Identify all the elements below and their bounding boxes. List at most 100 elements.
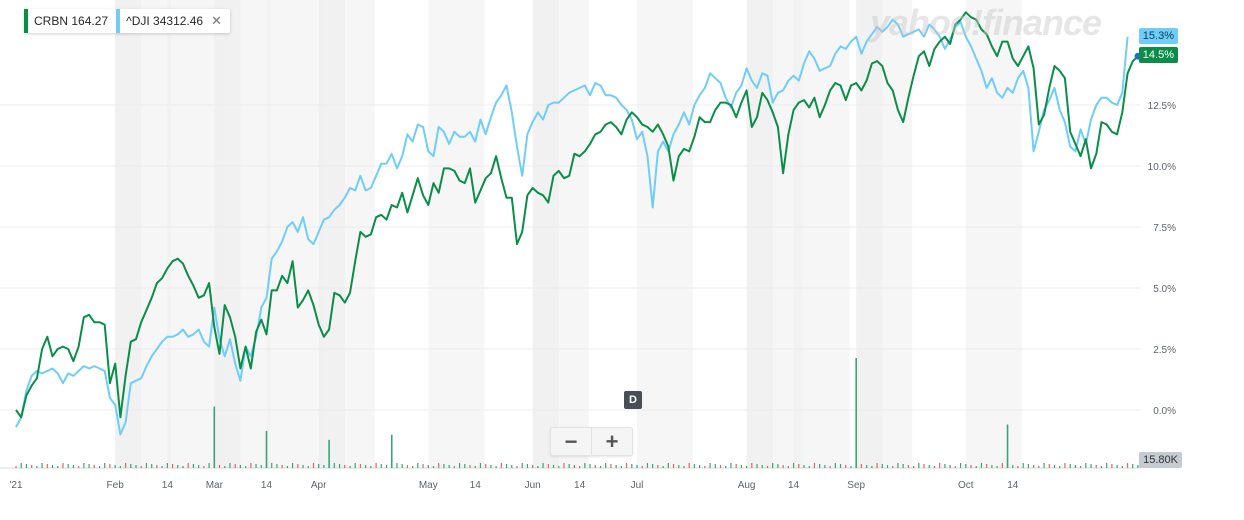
volume-bar <box>584 463 586 468</box>
volume-bar <box>652 464 654 468</box>
volume-bar <box>224 466 226 468</box>
volume-bar <box>245 466 247 468</box>
volume-bar <box>881 464 883 468</box>
volume-bar <box>385 465 388 468</box>
volume-bar <box>970 465 972 468</box>
x-tick-label: Sep <box>847 480 865 491</box>
volume-bar <box>1022 463 1024 468</box>
x-axis: '21 Feb 14 Mar 14 Apr May 14 Jun 14 Jul Aug 14 Sep Oct… <box>9 480 1018 491</box>
volume-bar <box>323 465 325 468</box>
volume-bar <box>469 465 471 468</box>
volume-bar <box>1033 465 1035 468</box>
zoom-in-button[interactable]: + <box>591 428 632 455</box>
volume-bar <box>766 466 769 468</box>
volume-bar <box>1100 466 1103 468</box>
volume-bar <box>537 466 539 468</box>
volume-bar <box>688 463 690 468</box>
volume-bar <box>318 464 320 468</box>
volume-bar <box>547 464 549 468</box>
volume-bar <box>746 466 748 468</box>
volume-bar <box>83 463 85 468</box>
volume-bar <box>1106 463 1108 468</box>
volume-bar <box>438 463 440 468</box>
volume-bar <box>505 464 508 468</box>
volume-bar <box>286 466 288 468</box>
series-line-crbn <box>15 11 1139 419</box>
x-tick-label: 14 <box>470 480 482 491</box>
volume-bar <box>813 463 816 468</box>
volume-bar <box>959 463 962 468</box>
volume-max-tag: 15.80K <box>1139 452 1182 468</box>
volume-bar <box>923 464 925 468</box>
week-band <box>318 0 375 468</box>
x-tick-label: Feb <box>107 480 125 491</box>
volume-bar <box>458 463 461 468</box>
volume-bar <box>250 463 252 468</box>
volume-bar <box>589 464 591 468</box>
volume-bar <box>615 465 617 468</box>
volume-bar <box>1043 463 1045 468</box>
volume-bar <box>370 466 372 468</box>
volume-bar <box>130 464 132 468</box>
dividend-marker[interactable]: D <box>624 391 642 409</box>
volume-bar <box>1053 465 1056 468</box>
volume-bar <box>166 463 168 468</box>
volume-bar <box>876 463 878 468</box>
volume-bar <box>573 465 575 468</box>
volume-bar <box>307 466 309 468</box>
volume-bar <box>866 465 868 468</box>
volume-bar <box>31 465 33 468</box>
volume-bar <box>41 463 43 468</box>
volume-bar <box>558 466 560 468</box>
volume-bar <box>756 464 758 468</box>
volume-bar <box>699 465 701 468</box>
legend-item-crbn[interactable]: CRBN 164.27 <box>24 9 116 33</box>
volume-bar <box>234 464 236 468</box>
volume-bar <box>1027 464 1030 468</box>
volume-bar <box>871 466 873 468</box>
y-tick-label: 5.0% <box>1153 284 1176 295</box>
volume-bar <box>605 463 607 468</box>
x-tick-label: Apr <box>311 480 327 491</box>
legend: CRBN 164.27 ^DJI 34312.46 ✕ <box>24 9 231 33</box>
volume-bar <box>819 464 821 468</box>
volume-bar <box>777 464 779 468</box>
x-tick-label: May <box>419 480 438 491</box>
volume-bar <box>474 466 476 468</box>
volume-bar <box>380 464 382 468</box>
volume-bar <box>302 465 304 468</box>
volume-bar <box>735 464 737 468</box>
y-axis: 0.0% 2.5% 5.0% 7.5% 10.0% 12.5% <box>1148 101 1176 417</box>
volume-spike <box>390 434 393 468</box>
volume-bar <box>119 466 121 468</box>
volume-bar <box>1121 466 1123 468</box>
volume-bar <box>448 465 450 468</box>
volume-spike <box>265 430 268 468</box>
zoom-out-button[interactable]: − <box>564 428 578 454</box>
volume-bar <box>344 465 346 468</box>
close-icon[interactable]: ✕ <box>211 13 223 28</box>
volume-bar <box>1048 464 1050 468</box>
volume-bar <box>354 463 356 468</box>
week-band <box>637 0 694 468</box>
x-tick-label: '21 <box>9 480 22 491</box>
legend-symbol: CRBN <box>34 14 69 28</box>
volume-bar <box>1095 465 1097 468</box>
x-tick-label: Jun <box>525 480 541 491</box>
volume-bar <box>297 464 299 468</box>
volume-bar <box>808 466 810 468</box>
volume-bar <box>709 463 711 468</box>
legend-symbol: ^DJI <box>126 14 150 28</box>
volume-bar <box>662 466 664 468</box>
volume-bar <box>740 465 742 468</box>
volume-bar <box>1126 463 1129 468</box>
volume-bar <box>1074 465 1076 468</box>
volume-bar <box>151 464 153 468</box>
volume-bar <box>338 464 341 468</box>
volume-bar <box>161 466 163 468</box>
legend-item-dji[interactable]: ^DJI 34312.46 ✕ <box>116 9 230 33</box>
volume-bar <box>526 464 529 468</box>
week-band <box>856 0 913 468</box>
volume-bar <box>98 466 101 468</box>
